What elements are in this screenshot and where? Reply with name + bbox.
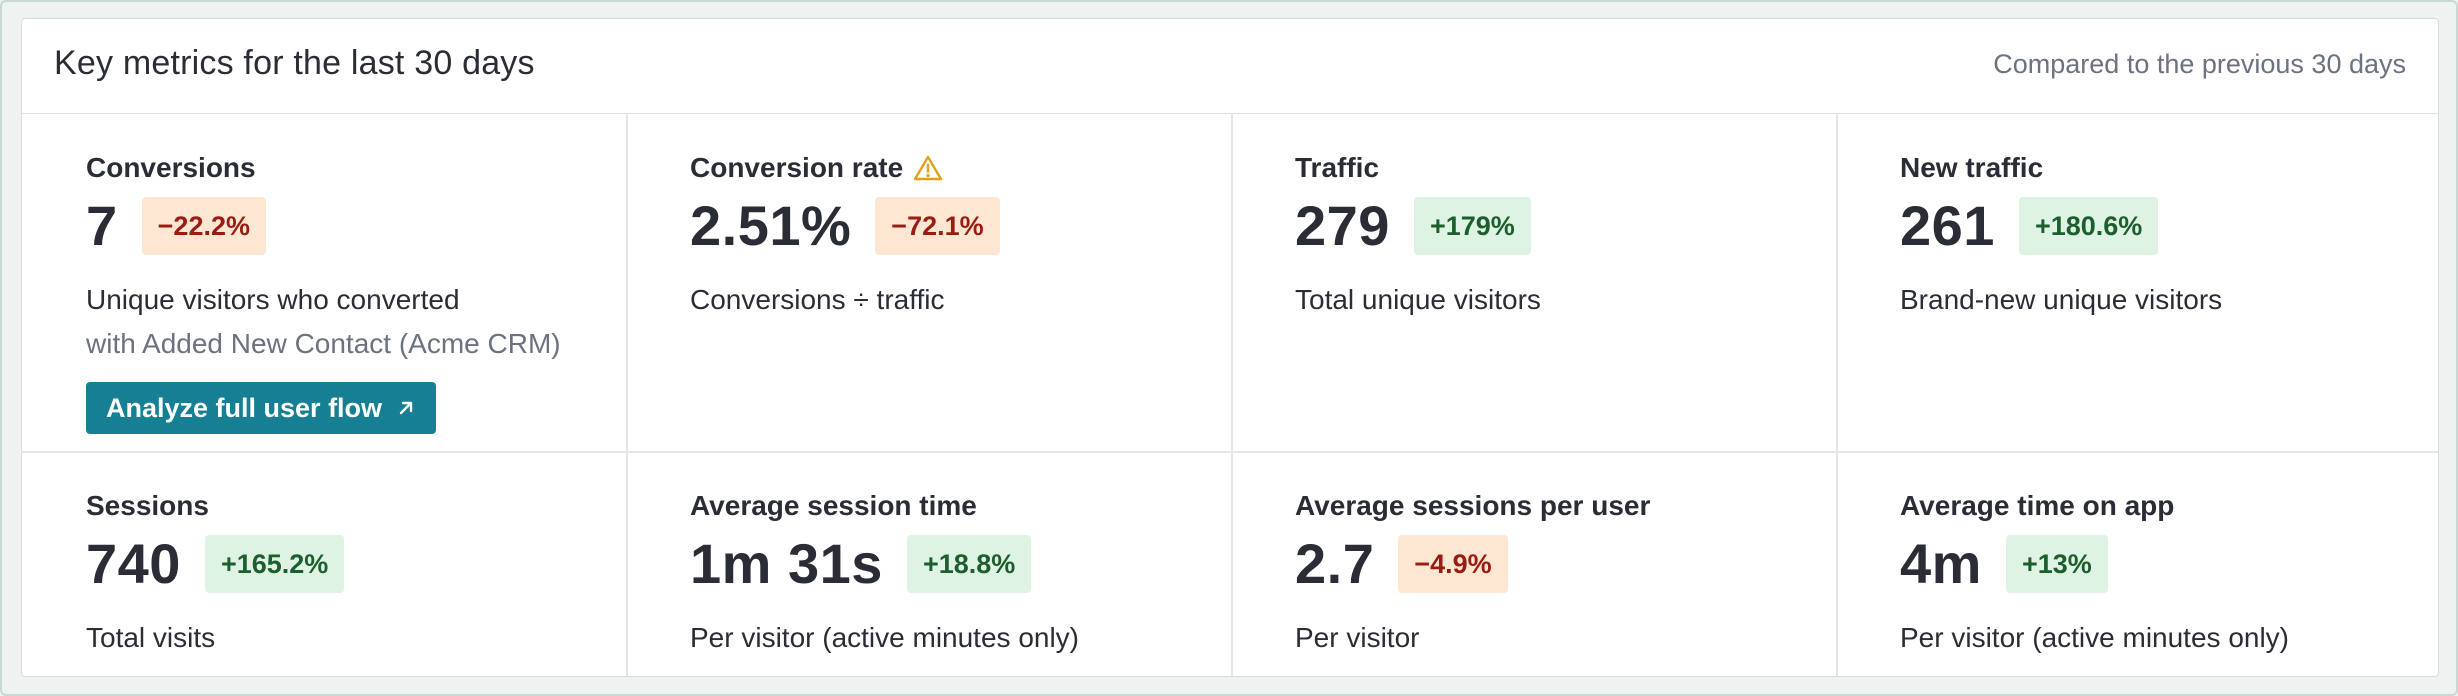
metric-average-time-on-app: Average time on app 4m +13% Per visitor … [1836, 452, 2440, 676]
change-badge: +180.6% [2018, 197, 2159, 255]
metric-traffic: Traffic 279 +179% Total unique visitors [1231, 114, 1836, 451]
change-badge: +18.8% [906, 535, 1032, 593]
metric-value-row: 7 −22.2% [86, 196, 266, 256]
metric-new-traffic: New traffic 261 +180.6% Brand-new unique… [1836, 114, 2440, 451]
metric-label-text: Traffic [1295, 152, 1380, 183]
metric-value-row: 279 +179% [1295, 196, 1531, 256]
metric-label-text: Conversions [86, 152, 256, 183]
metric-description: Per visitor (active minutes only) [1900, 622, 2290, 653]
metric-value: 279 [1295, 194, 1390, 257]
metric-value-row: 740 +165.2% [86, 532, 345, 595]
card-title: Key metrics for the last 30 days [54, 44, 535, 82]
metric-description: Unique visitors who converted [86, 284, 460, 315]
change-badge: −72.1% [875, 197, 1000, 255]
metric-label: New traffic [1900, 152, 2043, 184]
metric-value: 4m [1900, 532, 1982, 595]
change-badge: +165.2% [204, 535, 345, 593]
comparison-note: Compared to the previous 30 days [1993, 49, 2406, 79]
arrow-up-right-icon [399, 401, 413, 415]
metric-description: Total unique visitors [1295, 284, 1541, 315]
metric-average-sessions-per-user: Average sessions per user 2.7 −4.9% Per … [1231, 452, 1836, 676]
analyze-user-flow-button[interactable]: Analyze full user flow [86, 382, 437, 434]
metric-sessions: Sessions 740 +165.2% Total visits [22, 452, 626, 676]
metric-value-row: 2.51% −72.1% [690, 196, 1000, 256]
metric-label: Conversion rate [690, 152, 943, 184]
metric-value: 2.51% [690, 194, 852, 257]
warning-icon[interactable] [913, 154, 943, 182]
metric-value: 740 [86, 532, 181, 595]
metric-average-session-time: Average session time 1m 31s +18.8% Per v… [626, 452, 1231, 676]
key-metrics-card: Key metrics for the last 30 days Compare… [21, 18, 2439, 677]
metric-conversion-rate: Conversion rate 2.51% −72.1% Conversions… [626, 114, 1231, 451]
row-divider [22, 451, 2438, 453]
column-divider [1836, 114, 1838, 676]
metric-value: 2.7 [1295, 532, 1375, 595]
metric-label-text: Average time on app [1900, 490, 2175, 521]
metric-value: 1m 31s [690, 532, 883, 595]
metric-label-text: Average session time [690, 490, 977, 521]
metric-description: Total visits [86, 622, 216, 653]
card-header: Key metrics for the last 30 days Compare… [22, 19, 2438, 114]
change-badge: +179% [1413, 197, 1531, 255]
change-badge: +13% [2005, 535, 2108, 593]
metric-label: Average session time [690, 490, 977, 522]
change-badge: −22.2% [141, 197, 266, 255]
metric-conversions: Conversions 7 −22.2% Unique visitors who… [22, 114, 626, 451]
metrics-grid: Conversions 7 −22.2% Unique visitors who… [22, 114, 2438, 676]
metric-description: Per visitor (active minutes only) [690, 622, 1080, 653]
analyze-user-flow-label: Analyze full user flow [106, 392, 383, 423]
metric-label-text: Conversion rate [690, 152, 904, 183]
metric-label: Conversions [86, 152, 256, 184]
metric-description: Conversions ÷ traffic [690, 284, 945, 315]
metric-label-text: New traffic [1900, 152, 2044, 183]
metric-value: 261 [1900, 194, 1995, 257]
metric-value: 7 [86, 194, 118, 257]
metric-value-row: 4m +13% [1900, 534, 2108, 594]
metric-value-row: 1m 31s +18.8% [690, 532, 1032, 595]
metric-label: Average time on app [1900, 490, 2174, 522]
metric-subdescription: with Added New Contact (Acme CRM) [86, 328, 561, 359]
column-divider [626, 114, 628, 676]
metric-description: Per visitor [1295, 622, 1420, 653]
metric-label-text: Average sessions per user [1295, 490, 1651, 521]
metric-label: Average sessions per user [1295, 490, 1650, 522]
metric-value-row: 2.7 −4.9% [1295, 534, 1508, 594]
metric-description: Brand-new unique visitors [1900, 284, 2223, 315]
metric-label-text: Sessions [86, 490, 209, 521]
change-badge: −4.9% [1398, 535, 1508, 593]
metric-label: Sessions [86, 490, 209, 522]
metric-label: Traffic [1295, 152, 1379, 184]
column-divider [1231, 114, 1233, 676]
metric-value-row: 261 +180.6% [1900, 194, 2159, 257]
